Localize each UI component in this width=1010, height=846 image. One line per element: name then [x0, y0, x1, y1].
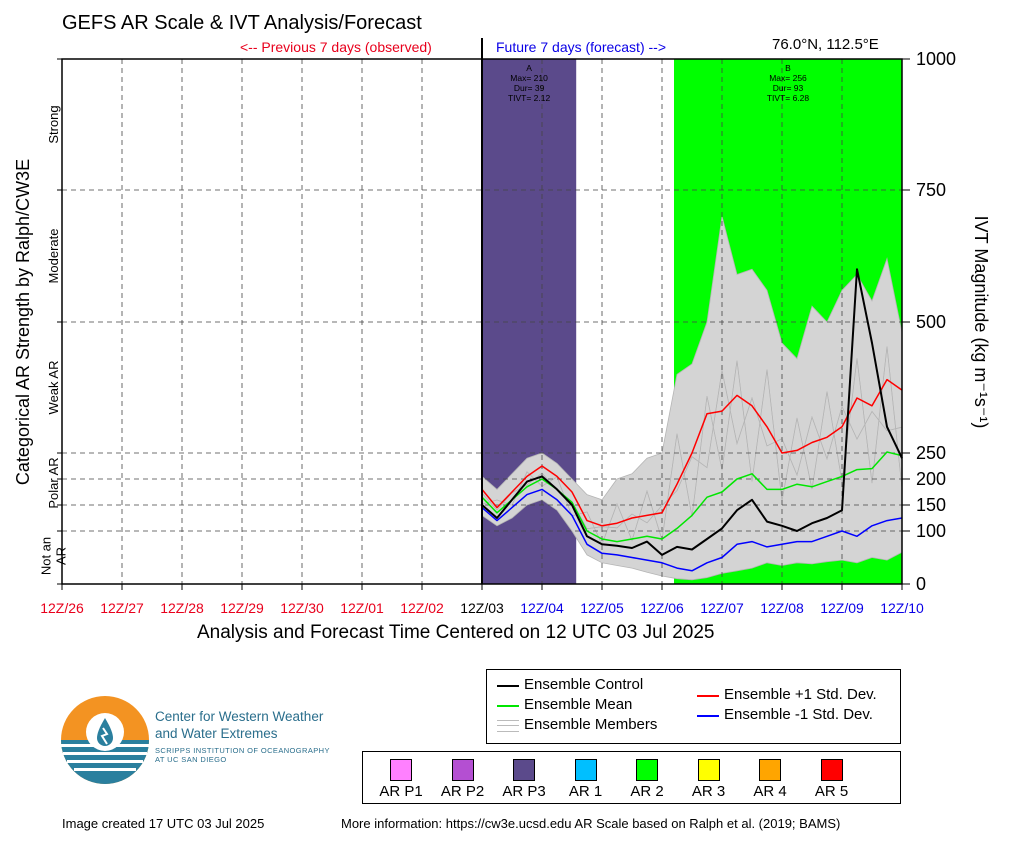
ar-scale-swatch-ar-p3	[513, 759, 535, 781]
x-tick-label: 12Z/01	[340, 600, 384, 616]
logo-line-1: Center for Western Weather	[155, 709, 324, 724]
y-tick-label: 750	[916, 180, 946, 200]
legend-mean-swatch	[497, 705, 519, 707]
legend-minus-std-swatch	[697, 715, 719, 717]
y-tick-label: 250	[916, 443, 946, 463]
x-tick-label: 12Z/05	[580, 600, 624, 616]
location-label: 76.0°N, 112.5°E	[772, 36, 879, 53]
legend-plus-std-swatch	[697, 695, 719, 697]
ar-scale-swatch-ar-p2	[451, 759, 474, 781]
ensemble-control-line	[481, 268, 903, 556]
ar-event-a-annotation: Max= 210	[510, 73, 548, 83]
ar-scale-label: AR 2	[630, 783, 664, 800]
ar-scale-label: AR 3	[691, 783, 726, 800]
cw3e-logo	[61, 696, 149, 784]
x-axis-label: Analysis and Forecast Time Centered on 1…	[197, 622, 715, 643]
legend-control-label: Ensemble Control	[524, 676, 644, 693]
legend-members-swatch	[497, 720, 519, 732]
y-axis-label-right: IVT Magnitude (kg m⁻¹s⁻¹)	[971, 216, 991, 429]
ar-scale-legend: AR P1 AR P2 AR P3 AR 1 AR 2 AR 3 AR 4 AR 5	[362, 751, 901, 804]
footer-created: Image created 17 UTC 03 Jul 2025	[62, 816, 265, 831]
y-tick-label: 200	[916, 469, 946, 489]
ar-scale-label: AR P2	[440, 783, 485, 800]
x-tick-label: 12Z/27	[100, 600, 144, 616]
category-label-not-an-ar: Not an	[39, 537, 54, 575]
legend-control-swatch	[497, 685, 519, 687]
ensemble-member-line	[481, 346, 903, 546]
ar-scale-swatch-ar-3	[697, 759, 720, 781]
ar-scale-swatch-ar-p1	[390, 759, 412, 781]
x-tick-label: 12Z/09	[820, 600, 864, 616]
chart-title: GEFS AR Scale & IVT Analysis/Forecast	[62, 12, 422, 34]
ar-scale-swatch-ar-4	[759, 759, 781, 781]
category-label-polar-ar: Polar AR	[46, 457, 61, 508]
legend-mean-label: Ensemble Mean	[524, 696, 633, 713]
x-tick-label: 12Z/28	[160, 600, 204, 616]
logo-line-3: SCRIPPS INSTITUTION OF OCEANOGRAPHY	[155, 746, 330, 755]
y-tick-label: 0	[916, 574, 926, 594]
ar-scale-swatch-ar-1	[574, 759, 597, 781]
minus-std-line	[481, 488, 903, 572]
ar-event-b-annotation: Max= 256	[769, 73, 807, 83]
category-label-weak-ar: Weak AR	[46, 361, 61, 415]
y-tick-label: 150	[916, 495, 946, 515]
logo-line-4: AT UC SAN DIEGO	[155, 755, 227, 764]
y-tick-label: 100	[916, 521, 946, 541]
ar-scale-label: AR 4	[753, 783, 787, 800]
ar-event-a-annotation: A	[526, 63, 532, 73]
ar-event-b-annotation: TIVT= 6.28	[767, 93, 810, 103]
x-tick-label: 12Z/04	[520, 600, 564, 616]
legend-members-label: Ensemble Members	[524, 716, 658, 733]
category-label-not-an-ar: AR	[54, 547, 69, 565]
cw3e-logo-text: Center for Western Weather and Water Ext…	[155, 708, 330, 764]
ar-scale-label: AR P1	[379, 783, 423, 800]
ar-scale-label: AR 1	[568, 783, 603, 800]
x-tick-label: 12Z/10	[880, 600, 924, 616]
legend-minus-std-label: Ensemble -1 Std. Dev.	[724, 706, 873, 723]
plus-std-line	[481, 378, 903, 527]
ar-scale-label: AR P3	[502, 783, 546, 800]
ar-event-b-annotation: Dur= 93	[773, 83, 804, 93]
footer-info: More information: https://cw3e.ucsd.edu …	[341, 816, 841, 831]
x-tick-label: 12Z/29	[220, 600, 264, 616]
category-label-moderate: Moderate	[46, 229, 61, 284]
ar-event-a-annotation: TIVT= 2.12	[508, 93, 551, 103]
x-tick-label: 12Z/30	[280, 600, 324, 616]
x-tick-label: 12Z/26	[40, 600, 84, 616]
y-tick-label: 1000	[916, 49, 956, 69]
series-legend: Ensemble Control Ensemble Mean Ensemble …	[486, 669, 901, 744]
x-tick-label: 12Z/08	[760, 600, 804, 616]
previous-days-label: <-- Previous 7 days (observed)	[240, 39, 432, 55]
ar-event-b-annotation: B	[785, 63, 791, 73]
x-tick-label: 12Z/07	[700, 600, 744, 616]
ar-scale-swatch-ar-2	[636, 759, 658, 781]
x-tick-label: 12Z/06	[640, 600, 684, 616]
y-tick-label: 500	[916, 312, 946, 332]
ar-scale-label: AR 5	[814, 783, 849, 800]
legend-plus-std-label: Ensemble +1 Std. Dev.	[724, 686, 877, 703]
future-days-label: Future 7 days (forecast) -->	[496, 39, 667, 55]
ar-scale-swatch-ar-5	[820, 759, 843, 781]
ar-event-a-annotation: Dur= 39	[514, 83, 545, 93]
x-tick-label: 12Z/02	[400, 600, 444, 616]
y-axis-label-left: Categorical AR Strength by Ralph/CW3E	[13, 159, 33, 485]
category-label-strong: Strong	[46, 105, 61, 143]
logo-line-2: and Water Extremes	[155, 726, 278, 741]
x-tick-label: 12Z/03	[460, 600, 504, 616]
